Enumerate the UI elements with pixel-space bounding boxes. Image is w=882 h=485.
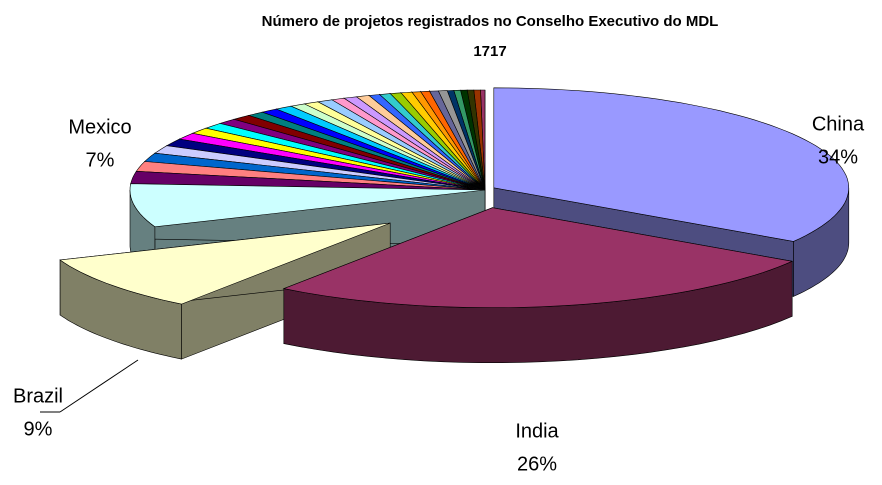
slice [59, 222, 391, 305]
slice-value-label: 9% [24, 418, 53, 440]
slice-value-label: 34% [818, 146, 858, 168]
chart-title: Número de projetos registrados no Consel… [262, 13, 719, 30]
pie [59, 87, 850, 364]
slice-value-label: 26% [517, 453, 557, 475]
slice-label: China [812, 113, 865, 135]
leader-line [59, 359, 139, 413]
slice-label: Brazil [13, 385, 63, 407]
chart-subtitle: 1717 [473, 43, 506, 60]
slice-value-label: 7% [86, 149, 115, 171]
slice [282, 207, 794, 309]
slice [129, 183, 486, 228]
slice-label: Mexico [68, 116, 131, 138]
slice-label: India [515, 420, 559, 442]
slice [493, 87, 850, 242]
